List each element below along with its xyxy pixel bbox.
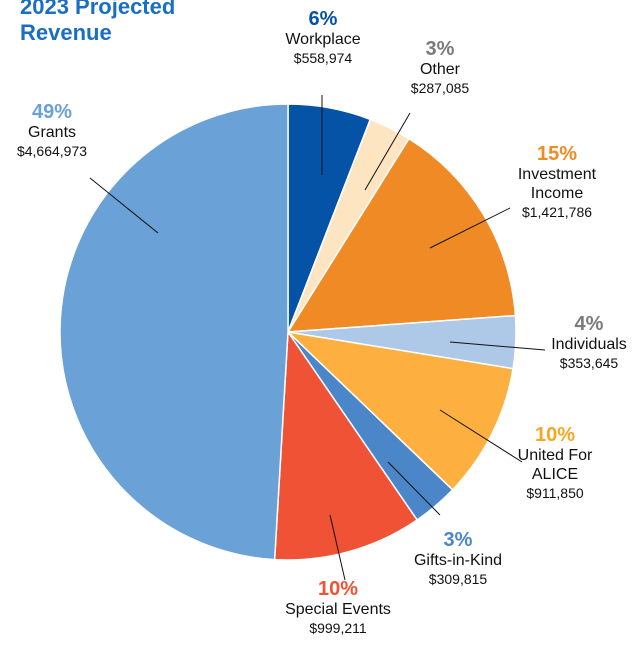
percent-label: 49%	[31, 101, 73, 123]
category-label: Workplace	[285, 31, 361, 48]
pie-slice	[286, 137, 517, 333]
slice-label: 4% Individuals $353,645	[551, 313, 627, 373]
percent-label: 3%	[443, 529, 473, 551]
pie-slice	[59, 103, 289, 561]
value-label: $4,664,973	[16, 143, 88, 159]
percent-label: 3%	[425, 38, 455, 60]
leader-line	[387, 461, 441, 516]
leader-line	[429, 207, 511, 249]
category-label: Investment Income	[517, 166, 597, 202]
category-label: Gifts-in-Kind	[413, 552, 503, 569]
chart-title: 2023 Projected Revenue	[20, 0, 176, 45]
percent-label: 4%	[574, 313, 604, 335]
value-label: $999,211	[309, 620, 367, 636]
percent-label: 6%	[308, 8, 338, 30]
slice-label: 3% Other $287,085	[411, 38, 469, 98]
leader-line	[439, 409, 523, 463]
value-label: $309,815	[428, 571, 488, 587]
slice-label: 49% Grants $4,664,973	[17, 101, 87, 161]
leader-line	[329, 514, 346, 581]
slice-label: 15% Investment Income $1,421,786	[507, 143, 607, 222]
percent-label: 15%	[536, 143, 578, 165]
value-label: $911,850	[526, 485, 584, 501]
leader-line	[89, 177, 159, 234]
slice-label: 10% United For ALICE $911,850	[505, 424, 605, 503]
value-label: $353,645	[559, 355, 619, 371]
category-label: Special Events	[285, 601, 391, 618]
slice-label: 6% Workplace $558,974	[285, 8, 360, 68]
category-label: Other	[419, 61, 460, 78]
value-label: $558,974	[293, 50, 353, 66]
category-label: Individuals	[551, 336, 627, 353]
value-label: $1,421,786	[521, 204, 593, 220]
category-label: Grants	[27, 124, 77, 141]
value-label: $287,085	[410, 80, 470, 96]
percent-label: 10%	[317, 578, 359, 600]
category-label: United For ALICE	[517, 447, 593, 483]
slice-label: 10% Special Events $999,211	[285, 578, 391, 638]
pie-slice	[285, 330, 514, 491]
pie-slice	[273, 329, 419, 561]
slice-label: 3% Gifts-in-Kind $309,815	[414, 529, 502, 589]
leader-line	[364, 112, 411, 191]
percent-label: 10%	[534, 424, 576, 446]
leader-line	[449, 341, 546, 351]
